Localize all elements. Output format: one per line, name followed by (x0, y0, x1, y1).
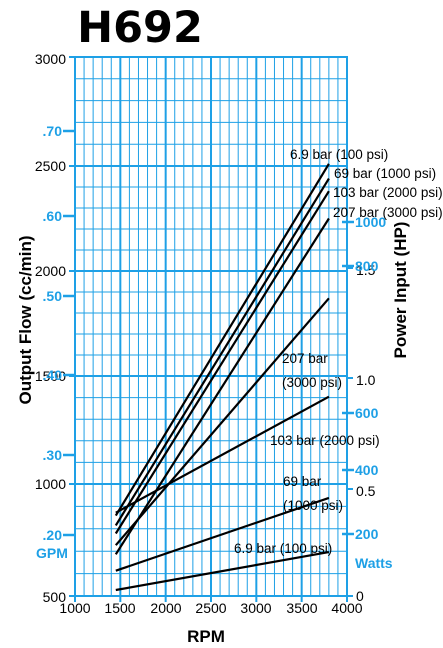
gpm-ticks: .20 .30 .40 .50 .60 .70 (43, 123, 75, 543)
flow-line-3 (114, 217, 330, 555)
ann-power-207-l1: 207 bar (282, 351, 328, 366)
power-line-3 (115, 551, 330, 592)
flow-tick-2500: 2500 (35, 158, 66, 174)
hp-tick-0: 0 (356, 588, 364, 604)
flow-tick-500: 500 (43, 589, 67, 605)
watts-tick-1000: 1000 (355, 214, 386, 230)
ann-power-6-9: 6.9 bar (100 psi) (234, 541, 332, 556)
flow-tick-1500: 1500 (35, 368, 66, 384)
gpm-tick-30: .30 (43, 447, 63, 463)
x-axis-title: RPM (187, 627, 225, 646)
gpm-tick-60: .60 (43, 208, 63, 224)
gpm-tick-50: .50 (43, 288, 63, 304)
flow-series (114, 163, 330, 555)
x-tick-1000: 1000 (59, 600, 90, 616)
watts-tick-600: 600 (355, 405, 379, 421)
flow-line-2 (114, 190, 330, 535)
flow-line-0 (114, 163, 330, 517)
ann-power-103: 103 bar (2000 psi) (270, 433, 380, 448)
flow-tick-2000: 2000 (35, 263, 66, 279)
flow-line-1 (114, 178, 330, 526)
flow-tick-labels: 500 1000 1500 2000 2500 3000 (35, 51, 66, 605)
hp-tick-1-5: 1.5 (356, 262, 376, 278)
gpm-tick-70: .70 (43, 123, 63, 139)
power-line-2 (115, 496, 330, 572)
hp-tick-0-5: 0.5 (356, 483, 376, 499)
ann-flow-207: 207 bar (3000 psi) (333, 205, 443, 220)
x-tick-2500: 2500 (195, 600, 226, 616)
power-series (114, 297, 330, 592)
y-axis-title-output-flow: Output Flow (cc/min) (16, 235, 35, 404)
ann-power-207-l2: (3000 psi) (282, 375, 342, 390)
watts-tick-400: 400 (355, 462, 379, 478)
watts-tick-200: 200 (355, 526, 379, 542)
watts-tick-800: 800 (355, 258, 379, 274)
y-axis-title-power-input: Power Input (HP) (391, 222, 410, 359)
ann-flow-69: 69 bar (1000 psi) (334, 166, 436, 181)
x-tick-4000: 4000 (331, 600, 362, 616)
gpm-tick-20: .20 (43, 527, 63, 543)
hp-tick-labels: 0 0.5 1.0 1.5 (356, 262, 376, 604)
gpm-tick-40: .40 (43, 367, 63, 383)
x-tick-2000: 2000 (150, 600, 181, 616)
chart-title: H692 (77, 3, 203, 53)
watts-unit-label: Watts (355, 555, 393, 571)
hp-tick-1-0: 1.0 (356, 372, 376, 388)
flow-tick-1000: 1000 (35, 476, 66, 492)
ann-flow-6-9: 6.9 bar (100 psi) (290, 147, 388, 162)
ann-flow-103: 103 bar (2000 psi) (333, 185, 443, 200)
ann-power-69-l2: (1000 psi) (283, 498, 343, 513)
flow-annotations: 6.9 bar (100 psi) 69 bar (1000 psi) 103 … (290, 147, 443, 220)
x-tick-1500: 1500 (104, 600, 135, 616)
gpm-unit-label: GPM (36, 545, 68, 561)
x-tick-3000: 3000 (240, 600, 271, 616)
power-annotations: 207 bar (3000 psi) 103 bar (2000 psi) 69… (234, 351, 380, 556)
flow-tick-3000: 3000 (35, 51, 66, 67)
power-line-1 (115, 395, 330, 514)
watts-ticks: 200 400 600 800 1000 (342, 214, 386, 542)
power-line-0 (114, 297, 330, 546)
x-tick-3500: 3500 (286, 600, 317, 616)
ann-power-69-l1: 69 bar (283, 474, 322, 489)
x-tick-labels: 1000 1500 2000 2500 3000 3500 4000 (59, 600, 362, 616)
